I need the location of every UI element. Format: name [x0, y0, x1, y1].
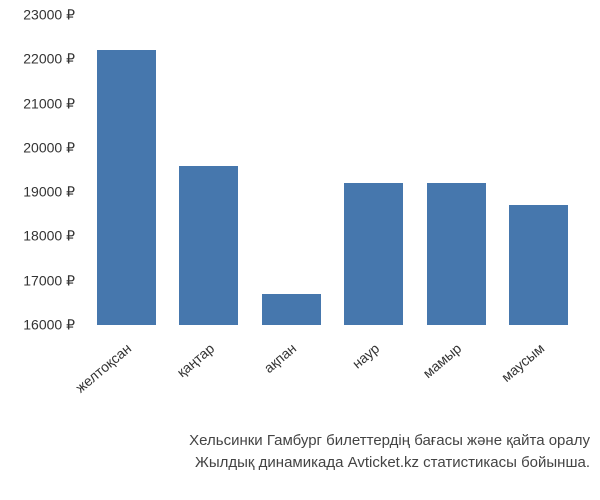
- y-tick-label: 16000 ₽: [23, 317, 75, 334]
- x-tick-label: маусым: [498, 340, 547, 385]
- x-tick-label: ақпан: [261, 340, 300, 376]
- y-tick-label: 22000 ₽: [23, 51, 75, 68]
- y-tick-label: 21000 ₽: [23, 95, 75, 112]
- y-axis: 16000 ₽17000 ₽18000 ₽19000 ₽20000 ₽21000…: [0, 15, 80, 325]
- bar: [509, 205, 568, 325]
- y-tick-label: 18000 ₽: [23, 228, 75, 245]
- y-tick-label: 23000 ₽: [23, 7, 75, 24]
- bar: [97, 50, 156, 325]
- bar: [344, 183, 403, 325]
- plot-area: [85, 15, 580, 325]
- y-tick-label: 17000 ₽: [23, 272, 75, 289]
- caption: Хельсинки Гамбург билеттердің бағасы жән…: [0, 430, 600, 474]
- caption-line-2: Жылдық динамикада Avticket.kz статистика…: [195, 454, 590, 471]
- chart-container: 16000 ₽ 17000 ₽ 18000 ₽ 19000 ₽ 20000 ₽ 21000…: [0, 0, 600, 420]
- bar: [179, 166, 238, 325]
- x-tick-label: мамыр: [420, 340, 465, 381]
- y-tick-label: 19000 ₽: [23, 184, 75, 201]
- bars-group: [85, 15, 580, 325]
- x-tick-label: қаңтар: [173, 340, 217, 380]
- x-axis: желтоқсанқаңтарақпаннаурмамырмаусым: [85, 330, 580, 420]
- caption-line-1: Хельсинки Гамбург билеттердің бағасы жән…: [189, 432, 590, 449]
- bar: [262, 294, 321, 325]
- y-tick-label: 20000 ₽: [23, 139, 75, 156]
- x-tick-label: желтоқсан: [73, 340, 135, 396]
- x-tick-label: наур: [349, 340, 382, 372]
- bar: [427, 183, 486, 325]
